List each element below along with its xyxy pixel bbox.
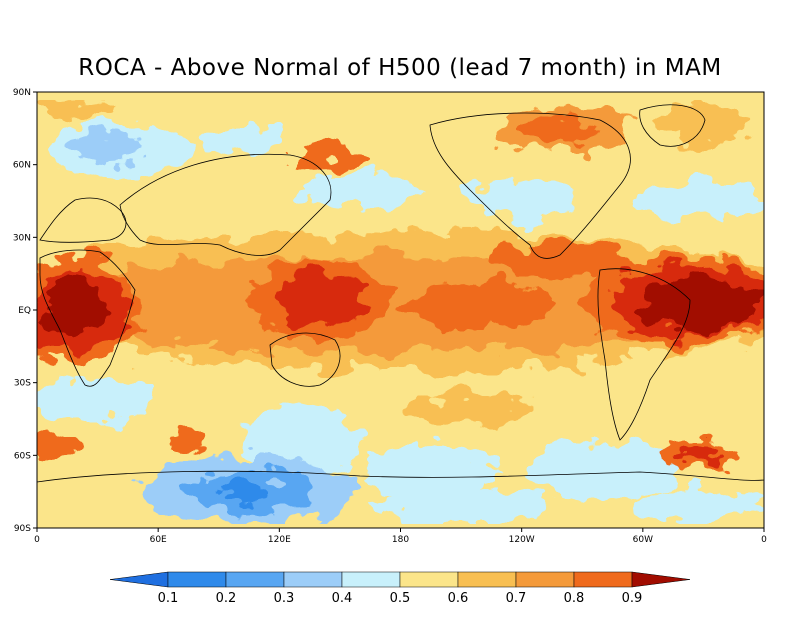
coastlines xyxy=(37,104,764,483)
lon-tick-label: 60E xyxy=(150,535,167,545)
colorbar-segment xyxy=(457,571,517,588)
lat-tick-label: 30N xyxy=(13,233,31,243)
colorbar-high-arrow xyxy=(631,571,691,588)
lat-tick-label: 60S xyxy=(14,451,31,461)
colorbar-label: 0.4 xyxy=(332,591,353,606)
map-title: ROCA - Above Normal of H500 (lead 7 mont… xyxy=(78,55,722,81)
lat-tick-label: 60N xyxy=(13,161,31,171)
map-plot-area xyxy=(36,91,765,529)
lon-tick-label: 120E xyxy=(268,535,291,545)
colorbar: 0.1 0.2 0.3 0.4 0.5 0.6 0.7 0.8 0.9 xyxy=(109,571,691,606)
colorbar-label: 0.2 xyxy=(216,591,237,606)
lat-tick-label: 90N xyxy=(13,88,31,98)
lon-tick-label: 60W xyxy=(633,535,653,545)
lon-tick-label: 0 xyxy=(761,535,767,545)
colorbar-segment xyxy=(399,571,459,588)
colorbar-low-arrow xyxy=(109,571,169,588)
colorbar-label: 0.9 xyxy=(622,591,643,606)
colorbar-segment xyxy=(283,571,343,588)
lon-tick-label: 120W xyxy=(509,535,535,545)
colorbar-label: 0.5 xyxy=(390,591,411,606)
lon-tick-label: 180 xyxy=(392,535,409,545)
colorbar-segment xyxy=(515,571,575,588)
colorbar-label: 0.7 xyxy=(506,591,527,606)
latitude-axis: 90N 60N 30N EQ 30S 60S 90S xyxy=(13,88,37,534)
colorbar-segment xyxy=(225,571,285,588)
roc-field xyxy=(37,100,764,524)
colorbar-label: 0.1 xyxy=(158,591,179,606)
lon-tick-label: 0 xyxy=(34,535,40,545)
longitude-axis: 0 60E 120E 180 120W 60W 0 xyxy=(34,528,767,545)
lat-tick-label: 30S xyxy=(14,379,31,389)
colorbar-label: 0.3 xyxy=(274,591,295,606)
lat-tick-label: 90S xyxy=(14,524,31,534)
lat-tick-label: EQ xyxy=(18,306,31,316)
colorbar-segment xyxy=(573,571,633,588)
colorbar-segment xyxy=(341,571,401,588)
colorbar-segment xyxy=(167,571,227,588)
colorbar-label: 0.6 xyxy=(448,591,469,606)
colorbar-label: 0.8 xyxy=(564,591,585,606)
